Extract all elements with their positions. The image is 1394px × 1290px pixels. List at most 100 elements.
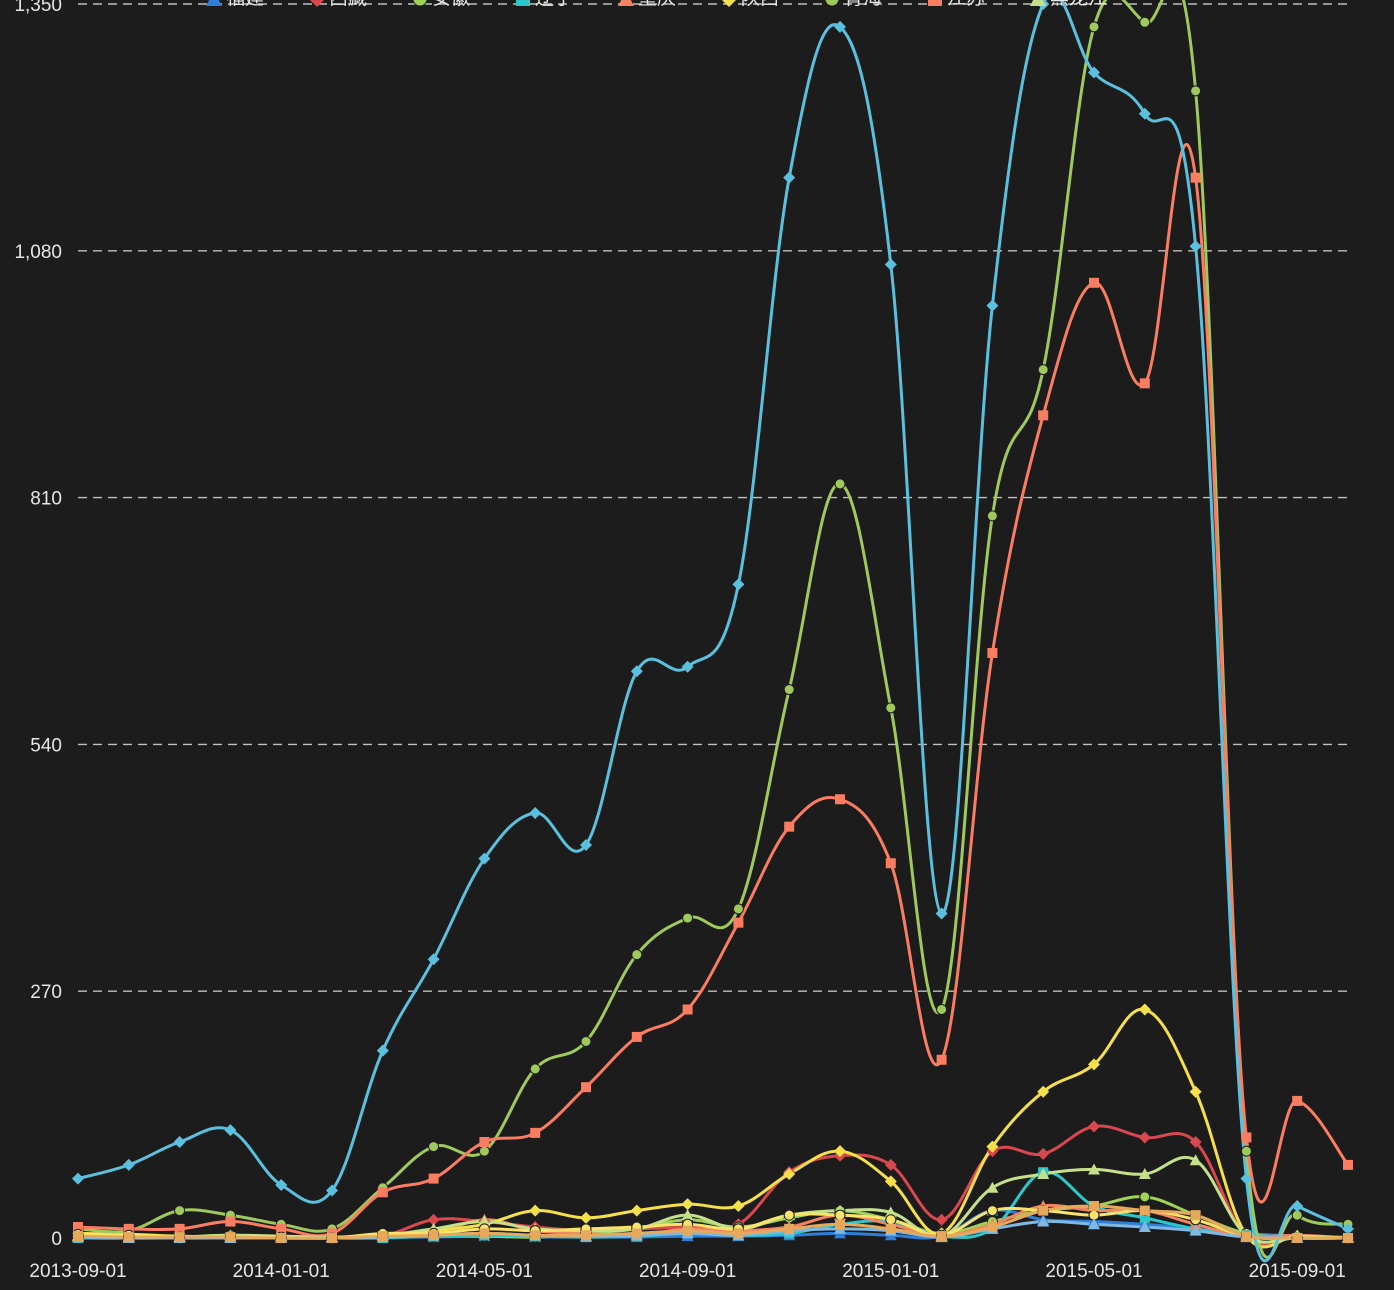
data-point[interactable] — [936, 1231, 947, 1242]
data-point[interactable] — [1037, 1085, 1050, 1098]
data-point[interactable] — [885, 702, 897, 714]
data-point[interactable] — [529, 806, 542, 819]
data-point[interactable] — [783, 171, 796, 184]
data-point[interactable] — [1138, 1221, 1151, 1233]
data-point[interactable] — [1088, 66, 1100, 79]
data-point[interactable] — [1139, 1212, 1150, 1223]
data-point[interactable] — [580, 1035, 592, 1047]
data-point[interactable] — [1088, 1218, 1100, 1230]
series-line[interactable] — [77, 0, 1349, 1259]
data-point[interactable] — [72, 1172, 84, 1185]
data-point[interactable] — [123, 1223, 134, 1234]
data-point[interactable] — [1190, 172, 1201, 183]
data-point[interactable] — [327, 1233, 337, 1243]
data-point[interactable] — [428, 1230, 439, 1241]
data-point[interactable] — [1342, 1222, 1354, 1235]
data-point[interactable] — [682, 1225, 693, 1236]
data-point[interactable] — [733, 917, 744, 928]
legend-item[interactable]: 重庆 — [618, 0, 676, 9]
data-point[interactable] — [834, 478, 846, 490]
data-point[interactable] — [681, 660, 694, 673]
data-point[interactable] — [427, 1213, 440, 1226]
legend-item[interactable]: 陕西 — [721, 0, 779, 9]
data-point[interactable] — [1190, 1210, 1201, 1221]
data-point[interactable] — [987, 647, 998, 658]
data-point[interactable] — [986, 1205, 998, 1217]
legend-item[interactable]: 福建 — [206, 0, 264, 9]
data-point[interactable] — [377, 1231, 388, 1242]
data-point[interactable] — [174, 1223, 185, 1234]
data-point[interactable] — [1291, 1200, 1304, 1213]
data-point[interactable] — [884, 258, 897, 271]
data-point[interactable] — [529, 1063, 541, 1075]
data-point[interactable] — [1088, 1120, 1100, 1133]
data-point[interactable] — [224, 1124, 237, 1137]
data-point[interactable] — [478, 1215, 491, 1227]
data-point[interactable] — [1139, 1191, 1151, 1203]
data-point[interactable] — [427, 953, 440, 966]
data-point[interactable] — [581, 1082, 591, 1093]
data-point[interactable] — [885, 858, 896, 869]
data-point[interactable] — [1240, 1172, 1253, 1185]
data-point[interactable] — [580, 838, 592, 851]
data-point[interactable] — [834, 20, 846, 33]
data-point[interactable] — [935, 1213, 948, 1226]
data-point[interactable] — [174, 1205, 186, 1217]
series-line[interactable] — [77, 0, 1349, 1263]
data-point[interactable] — [1038, 410, 1049, 421]
data-point[interactable] — [73, 1231, 83, 1242]
data-point[interactable] — [682, 912, 694, 924]
data-point[interactable] — [834, 1145, 846, 1158]
data-point[interactable] — [986, 1140, 999, 1153]
data-point[interactable] — [1037, 1147, 1050, 1160]
data-point[interactable] — [1292, 1095, 1303, 1106]
data-point[interactable] — [1038, 1205, 1049, 1216]
data-point[interactable] — [479, 1137, 490, 1148]
data-point[interactable] — [478, 852, 491, 865]
legend-item[interactable]: 黑龙江 — [1030, 0, 1107, 9]
data-point[interactable] — [122, 1158, 135, 1171]
data-point[interactable] — [1088, 21, 1100, 33]
data-point[interactable] — [276, 1223, 287, 1234]
data-point[interactable] — [936, 1003, 948, 1015]
data-point[interactable] — [428, 1173, 439, 1184]
data-point[interactable] — [377, 1187, 388, 1198]
data-point[interactable] — [1292, 1233, 1303, 1243]
data-point[interactable] — [884, 1175, 897, 1188]
data-point[interactable] — [835, 794, 845, 805]
series-line[interactable] — [77, 142, 1350, 1238]
data-point[interactable] — [580, 1211, 592, 1224]
legend-item[interactable]: 江苏 — [928, 0, 985, 9]
data-point[interactable] — [783, 1209, 795, 1221]
data-point[interactable] — [885, 1223, 896, 1234]
data-point[interactable] — [986, 1181, 999, 1193]
data-point[interactable] — [1037, 1168, 1050, 1180]
data-point[interactable] — [1088, 1058, 1100, 1071]
data-point[interactable] — [1139, 1205, 1150, 1216]
data-point[interactable] — [784, 821, 795, 832]
data-point[interactable] — [682, 1004, 693, 1015]
data-point[interactable] — [1037, 364, 1049, 376]
data-point[interactable] — [1089, 277, 1099, 288]
data-point[interactable] — [428, 1141, 440, 1153]
data-point[interactable] — [478, 1145, 490, 1157]
data-point[interactable] — [884, 1206, 897, 1218]
data-point[interactable] — [1139, 378, 1150, 389]
data-point[interactable] — [784, 1223, 795, 1234]
data-point[interactable] — [123, 1232, 134, 1243]
data-point[interactable] — [1138, 107, 1151, 120]
data-point[interactable] — [376, 1044, 389, 1057]
data-point[interactable] — [225, 1216, 236, 1227]
data-point[interactable] — [530, 1127, 541, 1138]
data-point[interactable] — [986, 299, 999, 312]
data-point[interactable] — [834, 1209, 846, 1221]
data-point[interactable] — [1088, 1163, 1100, 1175]
data-point[interactable] — [1190, 85, 1202, 97]
data-point[interactable] — [73, 1222, 83, 1233]
data-point[interactable] — [479, 1228, 490, 1239]
data-point[interactable] — [1089, 1201, 1099, 1212]
data-point[interactable] — [630, 1204, 643, 1217]
data-point[interactable] — [1240, 1145, 1252, 1157]
data-point[interactable] — [681, 1209, 694, 1221]
data-point[interactable] — [732, 578, 745, 591]
